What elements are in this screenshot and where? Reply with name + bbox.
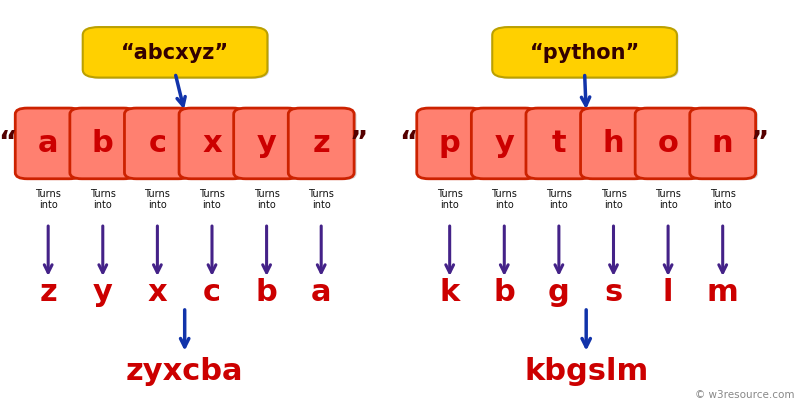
FancyBboxPatch shape	[83, 27, 267, 78]
Text: y: y	[93, 278, 112, 307]
FancyBboxPatch shape	[179, 108, 245, 179]
Text: Turns
into: Turns into	[709, 189, 735, 210]
Text: “: “	[0, 129, 16, 158]
Text: b: b	[492, 278, 515, 307]
Text: Turns
into: Turns into	[545, 189, 571, 210]
Text: Turns
into: Turns into	[35, 189, 61, 210]
Text: s: s	[604, 278, 622, 307]
FancyBboxPatch shape	[290, 109, 356, 180]
FancyBboxPatch shape	[473, 109, 539, 180]
Text: n: n	[711, 129, 732, 158]
FancyBboxPatch shape	[528, 109, 593, 180]
Text: a: a	[310, 278, 331, 307]
Text: y: y	[257, 129, 276, 158]
Text: Turns
into: Turns into	[199, 189, 225, 210]
FancyBboxPatch shape	[127, 109, 192, 180]
FancyBboxPatch shape	[288, 108, 354, 179]
Text: b: b	[255, 278, 277, 307]
Text: ”: ”	[349, 129, 367, 158]
Text: x: x	[148, 278, 167, 307]
FancyBboxPatch shape	[70, 108, 136, 179]
Text: Turns
into: Turns into	[90, 189, 115, 210]
Text: x: x	[202, 129, 221, 158]
Text: z: z	[312, 129, 330, 158]
Text: Turns
into: Turns into	[491, 189, 516, 210]
FancyBboxPatch shape	[18, 109, 83, 180]
FancyBboxPatch shape	[634, 108, 700, 179]
Text: Turns
into: Turns into	[436, 189, 462, 210]
Text: Turns
into: Turns into	[600, 189, 626, 210]
FancyBboxPatch shape	[637, 109, 703, 180]
FancyBboxPatch shape	[419, 109, 484, 180]
FancyBboxPatch shape	[236, 109, 302, 180]
FancyBboxPatch shape	[525, 108, 591, 179]
Text: zyxcba: zyxcba	[126, 357, 243, 386]
FancyBboxPatch shape	[582, 109, 648, 180]
Text: ”: ”	[750, 129, 768, 158]
Text: a: a	[38, 129, 59, 158]
FancyBboxPatch shape	[471, 108, 537, 179]
Text: “: “	[399, 129, 417, 158]
FancyBboxPatch shape	[492, 27, 676, 78]
FancyBboxPatch shape	[72, 109, 138, 180]
FancyBboxPatch shape	[233, 108, 299, 179]
Text: k: k	[439, 278, 460, 307]
FancyBboxPatch shape	[580, 108, 646, 179]
Text: c: c	[203, 278, 221, 307]
FancyBboxPatch shape	[15, 108, 81, 179]
Text: kbgslm: kbgslm	[524, 357, 647, 386]
Text: “python”: “python”	[529, 42, 639, 63]
Text: c: c	[148, 129, 166, 158]
Text: y: y	[494, 129, 513, 158]
Text: p: p	[438, 129, 460, 158]
Text: l: l	[662, 278, 673, 307]
Text: “abcxyz”: “abcxyz”	[121, 42, 229, 63]
FancyBboxPatch shape	[84, 28, 269, 79]
Text: z: z	[39, 278, 57, 307]
Text: m: m	[706, 278, 738, 307]
FancyBboxPatch shape	[493, 28, 678, 79]
Text: Turns
into: Turns into	[308, 189, 334, 210]
Text: Turns
into: Turns into	[654, 189, 680, 210]
Text: Turns
into: Turns into	[253, 189, 279, 210]
Text: g: g	[547, 278, 569, 307]
Text: © w3resource.com: © w3resource.com	[695, 390, 794, 400]
Text: o: o	[657, 129, 678, 158]
Text: h: h	[602, 129, 623, 158]
Text: t: t	[551, 129, 565, 158]
FancyBboxPatch shape	[689, 108, 755, 179]
Text: Turns
into: Turns into	[144, 189, 170, 210]
FancyBboxPatch shape	[691, 109, 757, 180]
Text: b: b	[91, 129, 114, 158]
FancyBboxPatch shape	[124, 108, 190, 179]
FancyBboxPatch shape	[181, 109, 247, 180]
FancyBboxPatch shape	[416, 108, 482, 179]
